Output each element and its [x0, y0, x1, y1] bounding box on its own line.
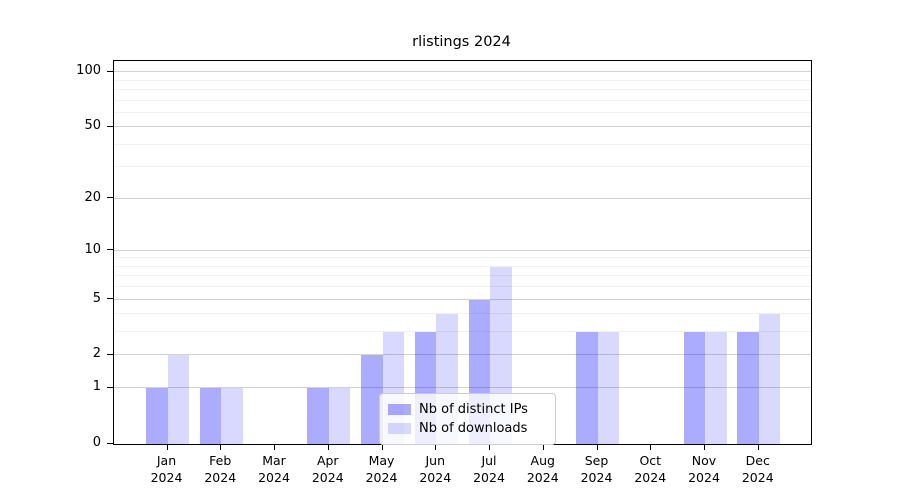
y-tick — [107, 125, 113, 127]
x-tick — [327, 444, 329, 450]
y-tick-label: 10 — [84, 241, 101, 257]
y-tick — [107, 386, 113, 388]
x-tick-label-apr: Apr 2024 — [311, 453, 344, 485]
y-tick — [107, 70, 113, 72]
x-tick — [274, 444, 275, 450]
bar-distinct-ips-sep — [576, 332, 598, 444]
minor-gridline — [114, 313, 811, 315]
x-tick-label-feb: Feb 2024 — [204, 453, 237, 485]
x-tick-label-jul: Jul 2024 — [473, 453, 505, 485]
bar-distinct-ips-may — [361, 355, 383, 444]
x-tick-label-dec: Dec 2024 — [741, 453, 774, 485]
x-tick-label-jan: Jan 2024 — [150, 453, 183, 485]
y-tick-label: 2 — [92, 346, 101, 362]
x-tick — [650, 444, 652, 450]
y-tick — [107, 249, 113, 251]
legend-item-distinct-ips: Nb of distinct IPs — [388, 400, 546, 419]
y-tick — [107, 442, 113, 444]
minor-gridline — [114, 331, 811, 333]
bar-downloads-apr — [328, 388, 351, 444]
x-tick — [381, 444, 383, 450]
minor-gridline — [114, 265, 811, 267]
minor-gridline — [114, 166, 811, 168]
major-gridline — [114, 126, 811, 128]
bar-downloads-nov — [705, 332, 727, 444]
major-gridline — [114, 249, 811, 251]
minor-gridline — [114, 99, 811, 101]
legend-swatch-distinct-ips — [388, 404, 411, 415]
x-tick-label-aug: Aug 2024 — [526, 453, 559, 485]
x-tick — [435, 444, 437, 450]
plot-area: Nb of distinct IPs Nb of downloads — [113, 60, 812, 445]
bar-downloads-sep — [597, 332, 619, 444]
y-tick-label: 50 — [84, 118, 101, 134]
legend-item-downloads: Nb of downloads — [388, 419, 546, 438]
x-tick-label-sep: Sep 2024 — [580, 453, 613, 485]
bar-distinct-ips-jan — [146, 388, 168, 444]
x-tick — [166, 444, 168, 450]
x-tick — [489, 444, 490, 450]
major-gridline — [114, 197, 811, 199]
x-tick-label-may: May 2024 — [365, 453, 398, 485]
y-tick-label: 0 — [92, 435, 101, 450]
x-tick — [220, 444, 222, 450]
legend-label-downloads: Nb of downloads — [419, 421, 528, 436]
x-tick — [596, 444, 598, 450]
x-tick-label-oct: Oct 2024 — [634, 453, 667, 485]
minor-gridline — [114, 88, 811, 90]
chart-title: rlistings 2024 — [412, 34, 511, 50]
x-tick-label-jun: Jun 2024 — [419, 453, 452, 485]
minor-gridline — [114, 79, 811, 81]
bar-distinct-ips-dec — [737, 332, 759, 444]
x-tick — [542, 444, 544, 450]
y-tick-label: 100 — [76, 63, 101, 79]
y-tick-label: 1 — [92, 379, 101, 395]
x-tick — [757, 444, 759, 450]
legend: Nb of distinct IPs Nb of downloads — [379, 393, 556, 445]
legend-label-distinct-ips: Nb of distinct IPs — [419, 402, 528, 417]
minor-gridline — [114, 257, 811, 259]
minor-gridline — [114, 286, 811, 288]
y-tick-label: 5 — [92, 290, 101, 306]
bar-distinct-ips-nov — [683, 332, 705, 444]
y-tick-label: 20 — [84, 189, 101, 205]
bar-downloads-feb — [221, 388, 243, 444]
minor-gridline — [114, 275, 811, 277]
bar-downloads-dec — [758, 314, 781, 444]
legend-swatch-downloads — [388, 423, 411, 434]
minor-gridline — [114, 111, 811, 113]
major-gridline — [114, 387, 811, 389]
x-tick — [704, 444, 705, 450]
major-gridline — [114, 298, 811, 300]
bar-distinct-ips-feb — [199, 388, 222, 444]
bar-downloads-jan — [167, 355, 189, 444]
major-gridline — [114, 354, 811, 356]
major-gridline — [114, 71, 811, 73]
bar-distinct-ips-apr — [307, 388, 329, 444]
minor-gridline — [114, 143, 811, 145]
y-tick — [107, 197, 113, 199]
y-tick — [107, 353, 113, 355]
x-tick-label-mar: Mar 2024 — [258, 453, 290, 485]
x-tick-label-nov: Nov 2024 — [688, 453, 720, 485]
y-tick — [107, 298, 113, 300]
